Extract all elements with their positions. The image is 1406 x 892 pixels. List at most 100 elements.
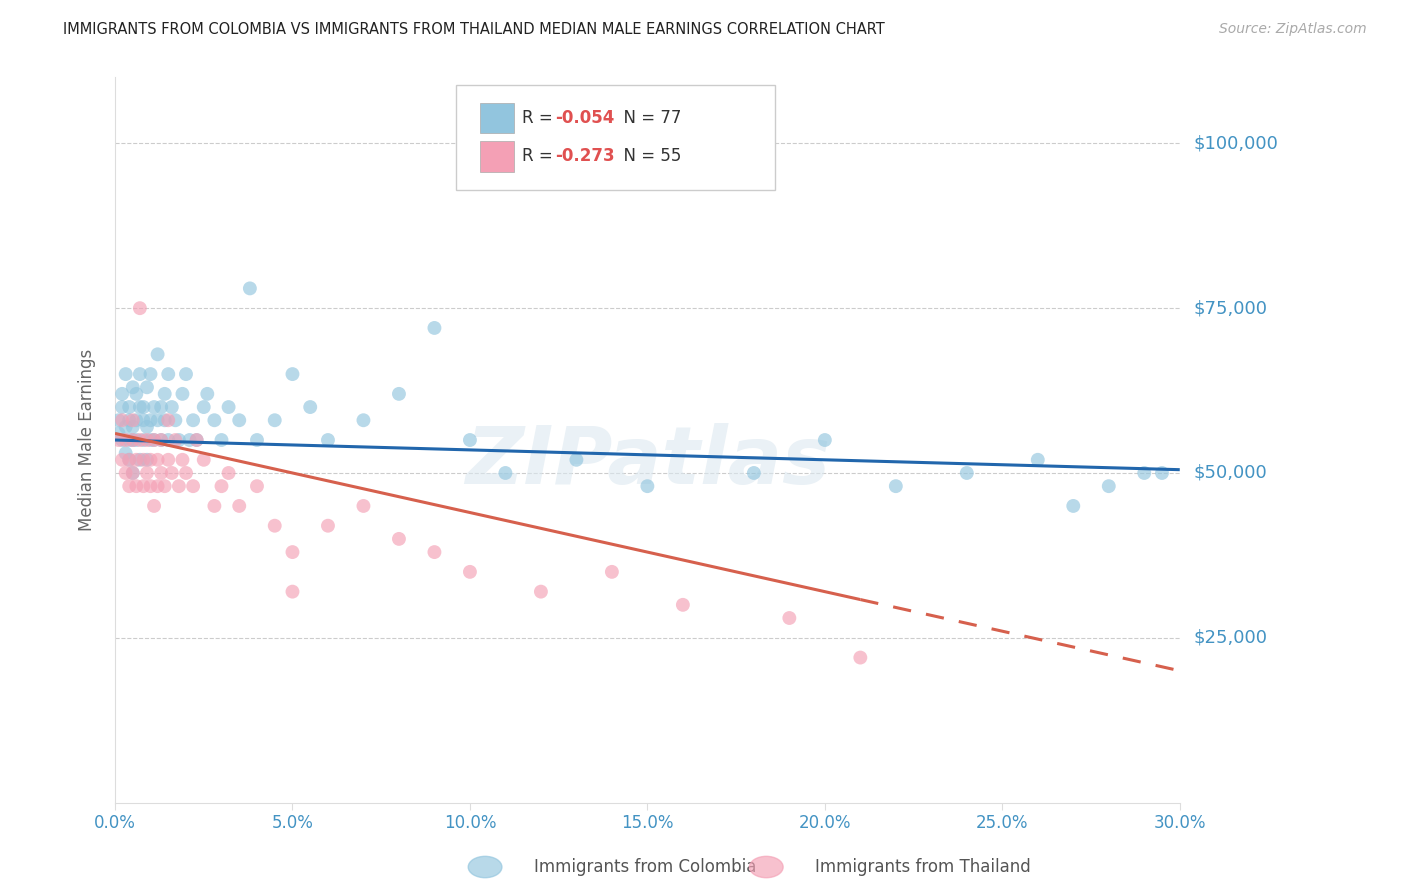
FancyBboxPatch shape [456,85,775,190]
Point [118,413,141,427]
Point [884,479,907,493]
Point [388,387,411,401]
Point [125,387,148,401]
Point [157,452,180,467]
Point [146,347,169,361]
Point [458,565,481,579]
Point [246,479,269,493]
Point [153,387,176,401]
Point [111,413,134,427]
Point [1150,466,1173,480]
Point [114,466,136,480]
Point [281,545,304,559]
Point [202,413,225,427]
Point [195,387,218,401]
Point [672,598,695,612]
Point [139,367,162,381]
Point [778,611,800,625]
Point [1133,466,1156,480]
Point [181,479,204,493]
Point [143,499,166,513]
Point [353,499,375,513]
Point [281,584,304,599]
Point [211,479,233,493]
Point [146,452,169,467]
Point [165,413,187,427]
Text: Source: ZipAtlas.com: Source: ZipAtlas.com [1219,22,1367,37]
Point [114,420,136,434]
Text: ZIPatlas: ZIPatlas [465,423,830,500]
Point [136,420,159,434]
Point [132,400,155,414]
Text: -0.054: -0.054 [555,109,614,127]
Point [150,466,173,480]
Point [458,433,481,447]
Point [193,400,215,414]
Point [118,452,141,467]
Point [139,479,162,493]
Text: Immigrants from Thailand: Immigrants from Thailand [815,858,1031,876]
Point [128,367,150,381]
Point [146,479,169,493]
Point [228,413,250,427]
Text: N = 77: N = 77 [613,109,682,127]
Point [160,400,183,414]
Point [299,400,322,414]
Point [125,479,148,493]
Point [167,433,190,447]
Point [111,433,134,447]
Point [494,466,516,480]
Point [136,380,159,394]
Point [128,452,150,467]
Point [263,413,285,427]
Point [118,400,141,414]
Point [956,466,979,480]
Point [174,367,197,381]
Text: R =: R = [522,109,558,127]
Point [530,584,553,599]
Text: N = 55: N = 55 [613,147,682,166]
Point [118,433,141,447]
Point [849,650,872,665]
Point [179,433,201,447]
Text: IMMIGRANTS FROM COLOMBIA VS IMMIGRANTS FROM THAILAND MEDIAN MALE EARNINGS CORREL: IMMIGRANTS FROM COLOMBIA VS IMMIGRANTS F… [63,22,884,37]
Point [160,466,183,480]
Point [132,433,155,447]
Point [165,433,187,447]
Point [107,413,129,427]
Text: $25,000: $25,000 [1194,629,1268,647]
Point [118,452,141,467]
Point [316,518,339,533]
Point [172,387,194,401]
Point [157,413,180,427]
Point [1062,499,1084,513]
Point [600,565,623,579]
Point [125,452,148,467]
Point [814,433,837,447]
Text: $75,000: $75,000 [1194,299,1268,318]
Point [128,433,150,447]
Point [246,433,269,447]
Point [172,452,194,467]
Point [143,400,166,414]
Point [128,400,150,414]
Point [186,433,208,447]
Point [121,420,143,434]
Text: $100,000: $100,000 [1194,135,1278,153]
Point [239,281,262,295]
Point [136,433,159,447]
Point [181,413,204,427]
Text: $50,000: $50,000 [1194,464,1267,482]
Point [565,452,588,467]
FancyBboxPatch shape [481,141,515,172]
Point [153,479,176,493]
Point [636,479,658,493]
Point [1098,479,1121,493]
Point [136,466,159,480]
Point [121,466,143,480]
Point [211,433,233,447]
Text: -0.273: -0.273 [555,147,614,166]
Point [423,321,446,335]
Point [128,301,150,315]
Point [1026,452,1049,467]
